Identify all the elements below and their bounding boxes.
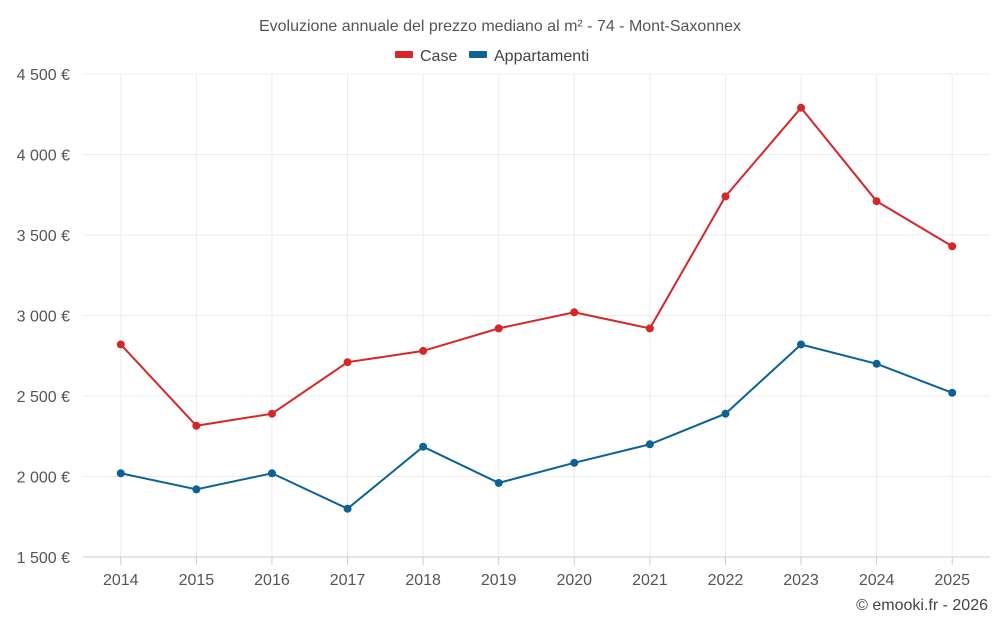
- data-point[interactable]: [343, 504, 352, 513]
- series-0: [116, 103, 957, 430]
- x-tick-label: 2018: [405, 572, 441, 589]
- series-line: [120, 343, 953, 510]
- y-tick-label: 3 500 €: [17, 228, 70, 245]
- data-point[interactable]: [419, 346, 428, 355]
- legend-swatch: [395, 51, 413, 58]
- data-point[interactable]: [948, 388, 957, 397]
- legend-label: Appartamenti: [494, 48, 589, 65]
- data-point[interactable]: [797, 340, 806, 349]
- data-point[interactable]: [192, 485, 201, 494]
- x-tick-label: 2015: [179, 572, 215, 589]
- data-point[interactable]: [343, 358, 352, 367]
- series-1: [116, 340, 957, 513]
- x-tick-label: 2016: [254, 572, 290, 589]
- data-point[interactable]: [721, 409, 730, 418]
- data-point[interactable]: [192, 421, 201, 430]
- x-tick-label: 2025: [934, 572, 970, 589]
- y-tick-label: 2 000 €: [17, 470, 70, 487]
- series-line: [120, 106, 953, 427]
- x-tick-label: 2022: [708, 572, 744, 589]
- x-tick-label: 2024: [859, 572, 895, 589]
- y-tick-label: 1 500 €: [17, 550, 70, 567]
- y-tick-label: 4 500 €: [17, 67, 70, 84]
- data-point[interactable]: [116, 469, 125, 478]
- data-point[interactable]: [116, 340, 125, 349]
- y-tick-label: 2 500 €: [17, 389, 70, 406]
- data-point[interactable]: [645, 324, 654, 333]
- data-point[interactable]: [872, 359, 881, 368]
- legend-item[interactable]: Case: [395, 48, 457, 65]
- data-point[interactable]: [494, 324, 503, 333]
- x-axis-ticks: 2014 2015 2016 2017 2018 2019 2020 2021 2022 2023…: [83, 556, 990, 589]
- legend-swatch: [469, 51, 487, 58]
- x-tick-label: 2017: [330, 572, 366, 589]
- legend[interactable]: Case Appartamenti: [395, 48, 589, 65]
- data-point[interactable]: [570, 458, 579, 467]
- legend-item[interactable]: Appartamenti: [469, 48, 589, 65]
- legend-label: Case: [420, 48, 457, 65]
- data-point[interactable]: [872, 197, 881, 206]
- data-point[interactable]: [570, 308, 579, 317]
- y-tick-label: 4 000 €: [17, 148, 70, 165]
- credit-text: © emooki.fr - 2026: [856, 597, 988, 614]
- x-tick-label: 2019: [481, 572, 517, 589]
- y-axis-ticks: 1 500 € 2 000 € 2 500 € 3 000 € 3 500 € 4 000…: [17, 67, 70, 567]
- data-point[interactable]: [419, 442, 428, 451]
- x-tick-label: 2023: [783, 572, 819, 589]
- data-point[interactable]: [494, 478, 503, 487]
- data-point[interactable]: [797, 103, 806, 112]
- y-tick-label: 3 000 €: [17, 309, 70, 326]
- data-point[interactable]: [721, 192, 730, 201]
- chart-title: Evoluzione annuale del prezzo mediano al…: [259, 18, 741, 35]
- data-point[interactable]: [948, 242, 957, 251]
- x-tick-label: 2020: [556, 572, 592, 589]
- data-point[interactable]: [267, 409, 276, 418]
- data-point[interactable]: [267, 469, 276, 478]
- series-group: [116, 103, 957, 513]
- data-point[interactable]: [645, 440, 654, 449]
- x-tick-label: 2014: [103, 572, 139, 589]
- x-tick-label: 2021: [632, 572, 668, 589]
